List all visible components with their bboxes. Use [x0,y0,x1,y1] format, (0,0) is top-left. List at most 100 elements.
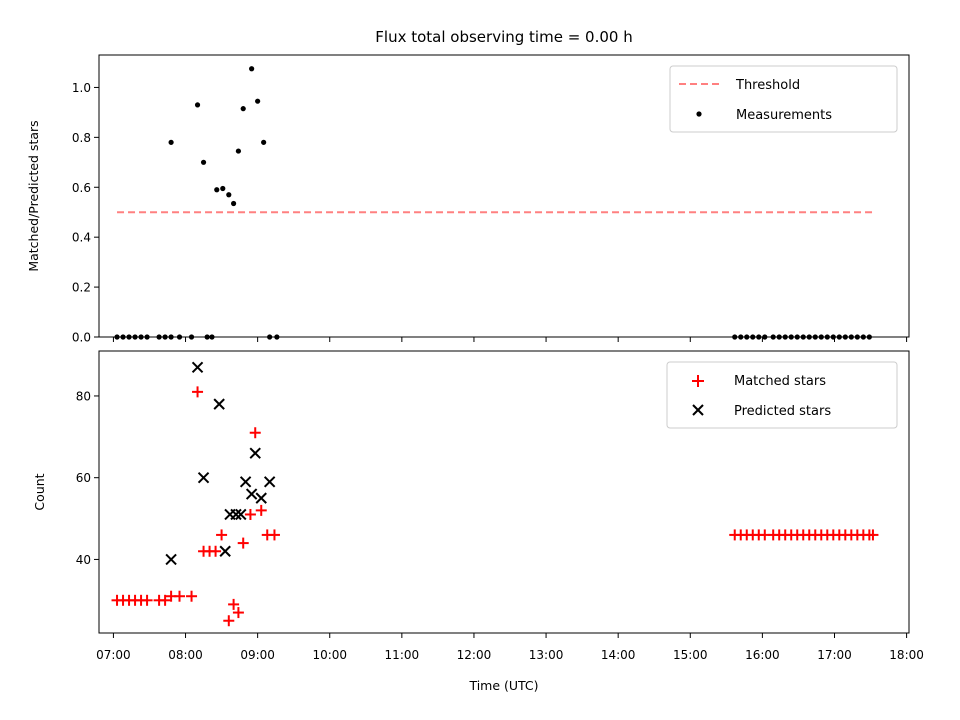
measurement-point [782,334,788,340]
x-tick-label: 18:00 [889,648,924,662]
bottom-x-axis: 07:00 08:00 09:00 10:00 11:00 12:00 13:00 14:00… [96,633,924,662]
measurement-point [114,334,120,340]
measurement-point [220,185,226,192]
y-tick-label: 0.8 [72,131,91,145]
y-tick-label: 1.0 [72,81,91,95]
y-tick-label: 0.2 [72,281,91,295]
x-tick-label: 10:00 [312,648,347,662]
x-tick-label: 17:00 [817,648,852,662]
x-tick-label: 11:00 [385,648,420,662]
measurement-point [800,334,806,340]
predicted-star-point [235,508,247,521]
matched-star-point [268,529,280,541]
matched-star-point [186,590,198,602]
x-tick-label: 12:00 [457,648,492,662]
measurement-point [830,334,836,340]
y-tick-label: 60 [76,471,91,485]
measurement-point [255,98,261,104]
matched-star-point [216,529,228,541]
x-tick-label: 08:00 [168,648,203,662]
measurement-point [249,66,255,72]
x-tick-label: 07:00 [96,648,131,662]
measurement-point [209,334,215,340]
measurement-point [194,102,201,108]
measurement-point [156,334,162,340]
x-tick-label: 09:00 [240,648,275,662]
predicted-star-point [191,361,204,374]
y-tick-label: 80 [76,389,91,403]
measurement-point [200,159,207,165]
measurement-point [267,334,273,340]
matched-star-point [228,598,240,610]
matched-star-point [141,594,153,606]
top-series [114,66,873,340]
matched-star-point [223,615,235,627]
predicted-star-point [255,492,267,504]
measurement-point [132,334,138,340]
legend-measurements-label: Measurements [736,108,832,123]
legend-measurements-swatch [696,111,702,117]
bottom-series [111,361,879,627]
measurement-point [226,192,232,198]
measurement-point [824,334,830,340]
matched-star-point [244,508,256,520]
measurement-point [188,334,195,340]
matched-star-point [867,529,879,541]
matched-star-point [249,427,261,439]
matched-star-point [255,504,267,516]
predicted-star-point [230,508,242,521]
matched-star-point [192,386,204,398]
y-tick-label: 0.4 [72,231,91,245]
x-tick-label: 16:00 [745,648,780,662]
measurement-point [732,334,738,340]
measurement-point [168,334,174,340]
measurement-point [770,334,776,340]
measurement-point [848,334,854,340]
measurement-point [261,139,267,145]
top-y-axis-label: Matched/Predicted stars [26,120,41,271]
x-tick-label: 15:00 [673,648,708,662]
measurement-point [230,200,237,207]
measurement-point [126,334,132,340]
bottom-legend: Matched stars Predicted stars [666,361,898,429]
measurement-point [176,334,183,340]
legend-predicted-label: Predicted stars [734,404,831,419]
measurement-point [144,334,150,340]
matched-star-point [159,594,171,606]
measurement-point [818,334,824,340]
measurement-point [168,139,174,145]
predicted-star-point [197,471,210,484]
predicted-star-point [239,476,252,488]
measurement-point [138,334,144,340]
legend-predicted-swatch [692,404,704,416]
legend-matched-swatch [692,375,704,387]
matched-star-point [237,537,249,549]
measurement-point [860,334,866,340]
bottom-plot-frame [98,350,910,634]
measurement-point [756,334,762,340]
legend-threshold-label: Threshold [735,78,800,93]
measurement-point [806,334,812,340]
bottom-y-axis: 40 60 80 [76,389,99,567]
measurement-point [274,334,280,340]
measurement-point [744,334,750,340]
measurement-point [235,148,242,154]
measurement-point [776,334,782,340]
x-tick-label: 14:00 [601,648,636,662]
bottom-y-axis-label: Count [32,473,47,510]
measurement-point [794,334,800,340]
predicted-star-point [249,447,261,459]
matched-star-point [232,607,244,619]
predicted-star-point [213,398,225,410]
y-tick-label: 40 [76,553,91,567]
legend-matched-label: Matched stars [734,374,826,389]
x-tick-label: 13:00 [529,648,564,662]
predicted-star-point [263,476,276,488]
matched-star-point [210,545,222,557]
measurement-point [854,334,860,340]
top-legend-box [669,65,898,133]
measurement-point [120,334,126,340]
top-y-axis: 0.0 0.2 0.4 0.6 0.8 1.0 [72,81,99,345]
measurement-point [842,334,848,340]
